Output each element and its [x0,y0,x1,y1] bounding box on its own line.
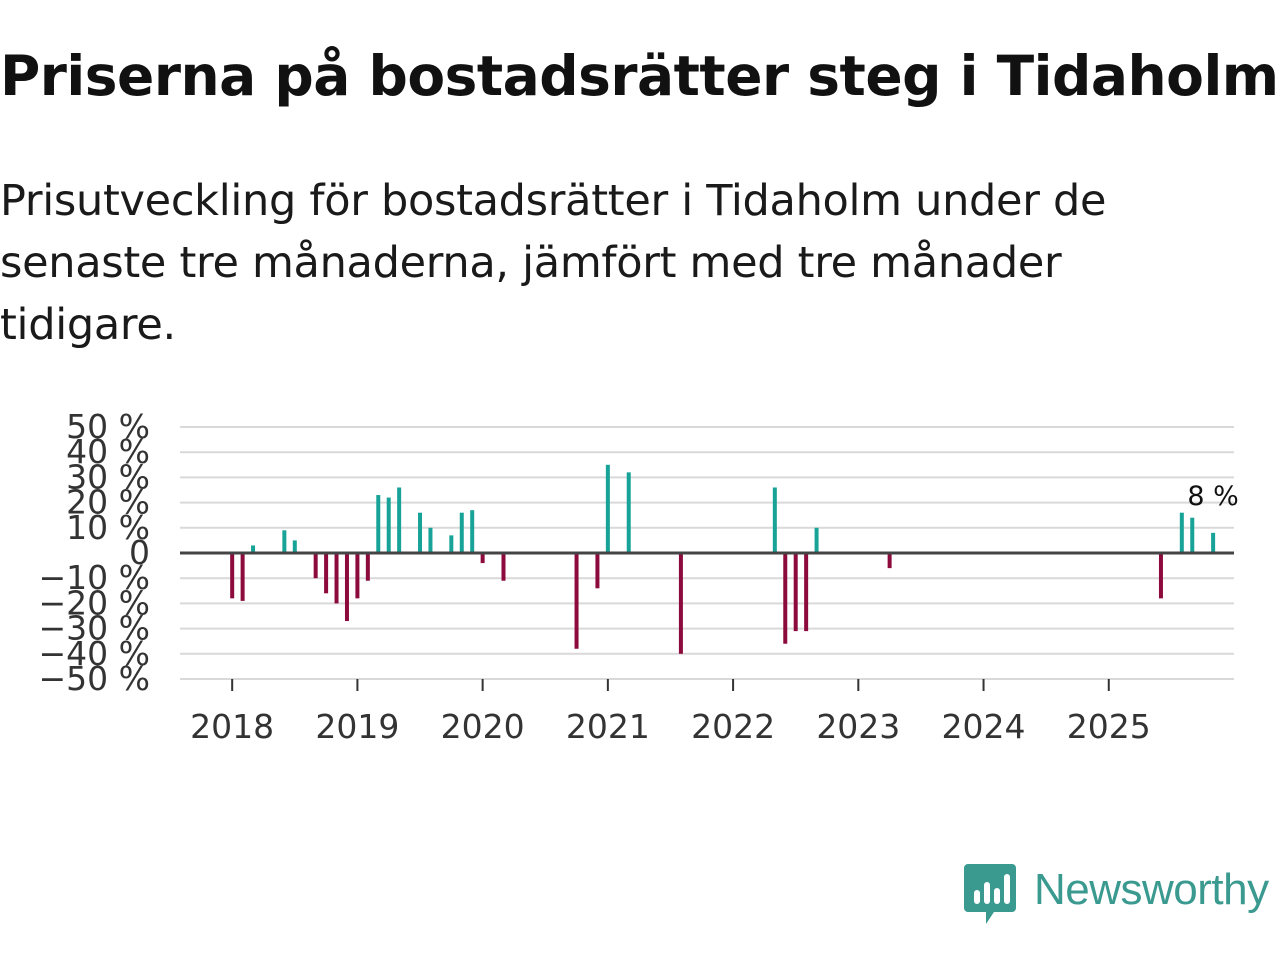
bar [804,553,809,632]
x-tick-label: 2022 [691,707,775,746]
x-tick-label: 2019 [315,707,399,746]
bar [459,512,464,553]
bar [626,472,631,553]
brand-name: Newsworthy [1034,865,1269,914]
chart-subtitle: Prisutveckling för bostadsrätter i Tidah… [0,176,1107,350]
bar [240,553,245,601]
newsworthy-logo-icon [964,864,1016,924]
x-axis: 2018 2019 2020 2021 2022 2023 2024 2025 [180,678,1234,746]
bar [397,487,402,553]
bar [386,497,391,553]
bar [678,553,683,654]
bar [324,553,329,594]
y-tick-label: −30 % [39,609,151,648]
bar [230,553,235,599]
bar [251,545,256,553]
x-tick-label: 2021 [566,707,650,746]
bar [344,553,349,622]
brand-logo: Newsworthy [964,864,1269,926]
bar [1211,532,1216,553]
x-tick-label: 2020 [441,707,525,746]
value-annotation: 8 % [1187,481,1238,512]
y-tick-label: 20 % [66,483,150,522]
y-tick-label: −40 % [39,634,151,673]
y-tick-label: 30 % [66,457,150,496]
chart-title: Priserna på bostadsrätter steg i Tidahol… [0,44,1279,108]
annotations: 8 % [1187,481,1238,512]
y-tick-label: 0 [129,533,150,572]
bar [1179,512,1184,553]
bar [501,553,506,581]
bar [334,553,339,604]
bar [365,553,370,581]
y-tick-label: 40 % [66,432,150,471]
bar [292,540,297,553]
x-tick-label: 2023 [816,707,900,746]
bar [470,510,475,553]
y-tick-label: 50 % [66,407,150,446]
y-tick-label: 10 % [66,508,150,547]
bar [418,512,423,553]
bar [313,553,318,579]
bar [793,553,798,632]
bar [772,487,777,553]
bar [574,553,579,649]
x-tick-label: 2025 [1067,707,1151,746]
bar [1190,517,1195,553]
bar [449,535,454,553]
bar [428,527,433,553]
bar [355,553,360,599]
bar [282,530,287,553]
bars [230,464,1216,654]
x-tick-label: 2024 [942,707,1026,746]
bar [783,553,788,644]
bar [887,553,892,569]
bar [595,553,600,589]
y-tick-label: −10 % [39,558,151,597]
y-tick-label: −20 % [39,583,151,622]
bar [376,495,381,553]
bar [1158,553,1163,599]
y-tick-label: −50 % [39,659,151,698]
y-axis-labels: 50 %40 %30 %20 %10 %0−10 %−20 %−30 %−40 … [39,407,151,698]
bar [605,464,610,553]
bar [480,553,485,564]
bar [814,527,819,553]
x-tick-label: 2018 [190,707,274,746]
